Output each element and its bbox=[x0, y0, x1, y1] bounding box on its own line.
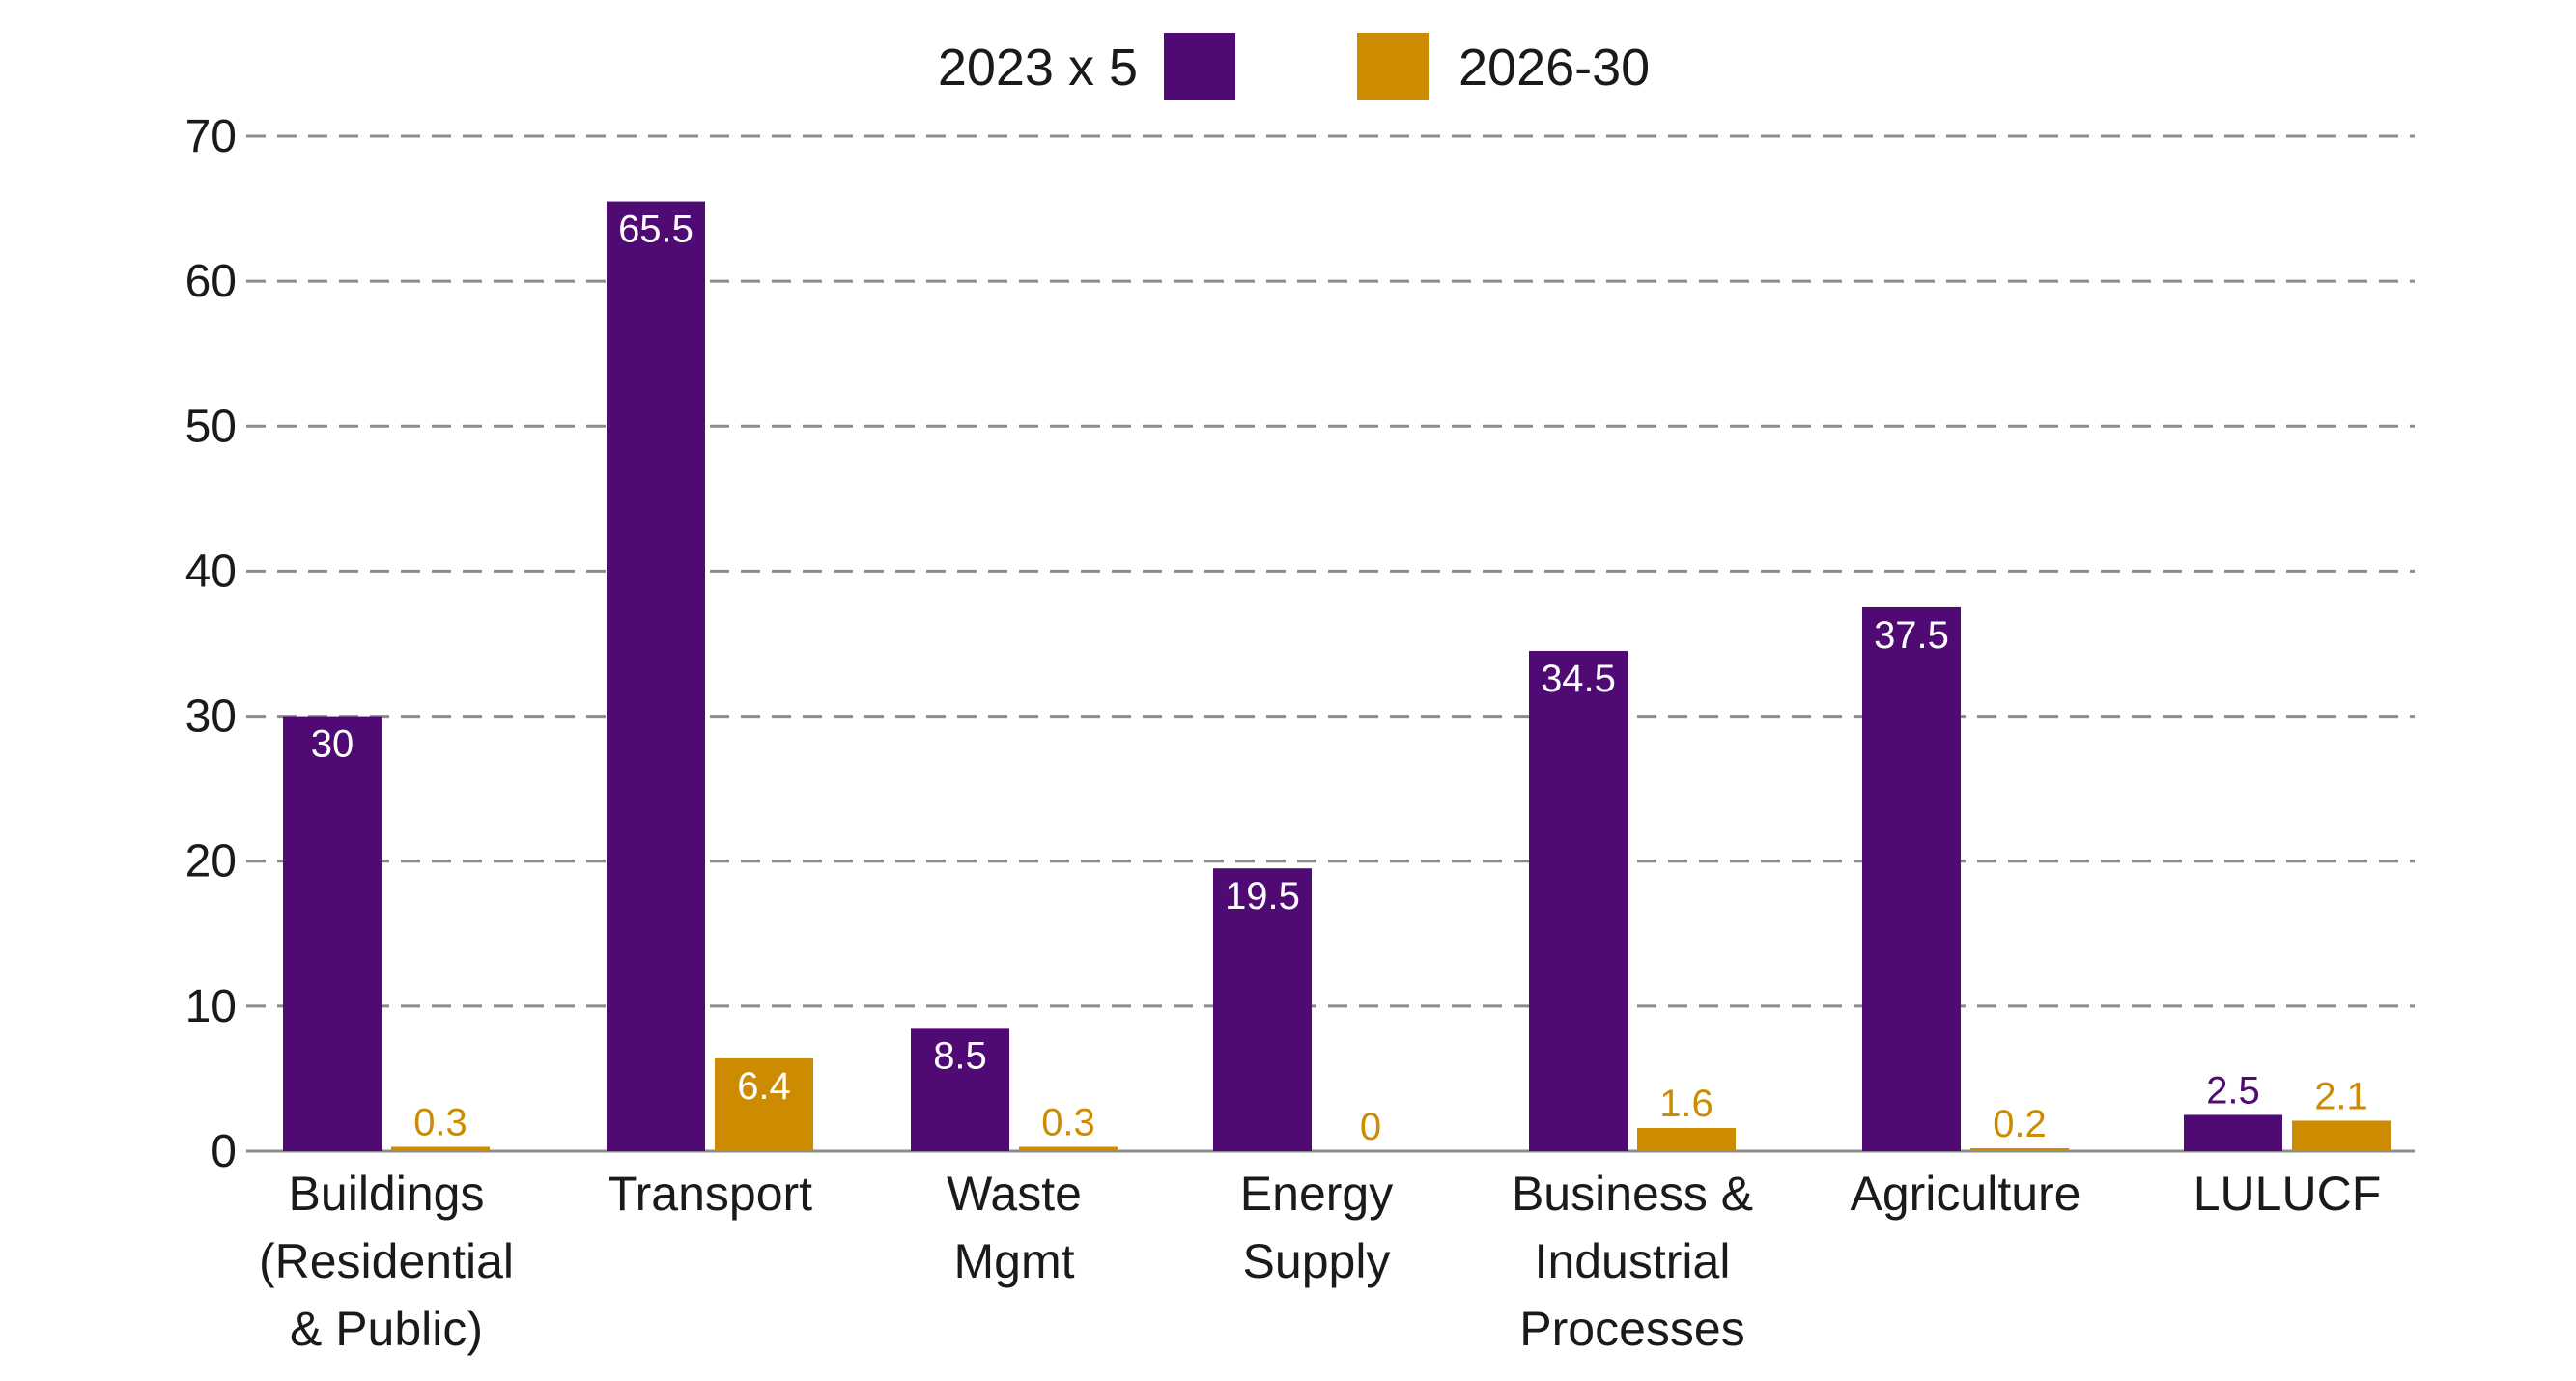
bar-2026-30 bbox=[2292, 1120, 2391, 1151]
data-label-2026-30: 1.6 bbox=[1659, 1083, 1713, 1125]
bar-2023x5 bbox=[283, 716, 382, 1151]
bar-2023x5 bbox=[911, 1028, 1009, 1151]
legend-label-2023x5: 2023 x 5 bbox=[938, 39, 1138, 97]
bar-2023x5 bbox=[2184, 1114, 2282, 1151]
grid-lines bbox=[246, 134, 2415, 1008]
data-labels: 30 0.3 65.5 6.4 8.5 0.3 19.5 0 34.5 1.6 37.5 0.2 2.5… bbox=[311, 209, 2368, 1148]
data-label-2026-30: 0 bbox=[1360, 1106, 1381, 1148]
category-labels: Buildings (Residential & Public) Transport W… bbox=[259, 1167, 2381, 1356]
data-label-2023x5: 2.5 bbox=[2206, 1069, 2260, 1112]
category-label: Mgmt bbox=[954, 1234, 1075, 1288]
data-label-2026-30: 2.1 bbox=[2314, 1075, 2368, 1117]
category-label: Processes bbox=[1519, 1302, 1744, 1356]
category-label: & Public) bbox=[290, 1302, 483, 1356]
y-tick-label: 0 bbox=[211, 1126, 237, 1177]
y-tick-label: 40 bbox=[185, 546, 237, 597]
data-label-2023x5: 8.5 bbox=[933, 1034, 987, 1077]
legend: 2023 x 5 2026-30 bbox=[938, 33, 1650, 100]
y-tick-label: 70 bbox=[185, 111, 237, 162]
legend-swatch-2023x5 bbox=[1164, 33, 1235, 100]
category-label: Industrial bbox=[1535, 1234, 1731, 1288]
data-label-2023x5: 65.5 bbox=[618, 209, 694, 251]
y-tick-label: 20 bbox=[185, 836, 237, 888]
category-label: Supply bbox=[1243, 1234, 1391, 1288]
y-tick-label: 30 bbox=[185, 691, 237, 743]
category-label: Transport bbox=[608, 1167, 812, 1221]
data-label-2026-30: 0.2 bbox=[1993, 1103, 2047, 1145]
bar-2026-30 bbox=[1970, 1147, 2069, 1151]
data-label-2023x5: 30 bbox=[311, 723, 354, 766]
legend-swatch-2026-30 bbox=[1357, 33, 1429, 100]
category-label: Business & bbox=[1512, 1167, 1753, 1221]
bar-2023x5 bbox=[1213, 868, 1312, 1151]
legend-label-2026-30: 2026-30 bbox=[1458, 39, 1650, 97]
category-label: Energy bbox=[1240, 1167, 1393, 1221]
bar-2023x5 bbox=[607, 201, 705, 1152]
category-label: Agriculture bbox=[1851, 1167, 2081, 1221]
category-label: (Residential bbox=[259, 1234, 514, 1288]
bar-2023x5 bbox=[1529, 651, 1628, 1151]
category-label: LULUCF bbox=[2194, 1167, 2381, 1221]
category-label: Buildings bbox=[289, 1167, 485, 1221]
bar-2026-30 bbox=[1637, 1127, 1736, 1151]
data-label-2023x5: 34.5 bbox=[1541, 658, 1616, 700]
y-tick-label: 60 bbox=[185, 256, 237, 307]
data-label-2023x5: 37.5 bbox=[1874, 614, 1949, 657]
bar-2023x5 bbox=[1862, 606, 1961, 1151]
data-label-2026-30: 0.3 bbox=[413, 1101, 467, 1143]
y-tick-label: 10 bbox=[185, 981, 237, 1032]
bars bbox=[283, 201, 2391, 1152]
bar-2026-30 bbox=[715, 1057, 813, 1151]
data-label-2023x5: 19.5 bbox=[1225, 875, 1300, 917]
data-label-2026-30: 6.4 bbox=[737, 1065, 791, 1108]
bar-2026-30 bbox=[1019, 1146, 1118, 1151]
category-label: Waste bbox=[947, 1167, 1082, 1221]
y-tick-label: 50 bbox=[185, 401, 237, 452]
data-label-2026-30: 0.3 bbox=[1041, 1101, 1095, 1143]
bar-2026-30 bbox=[391, 1146, 490, 1151]
